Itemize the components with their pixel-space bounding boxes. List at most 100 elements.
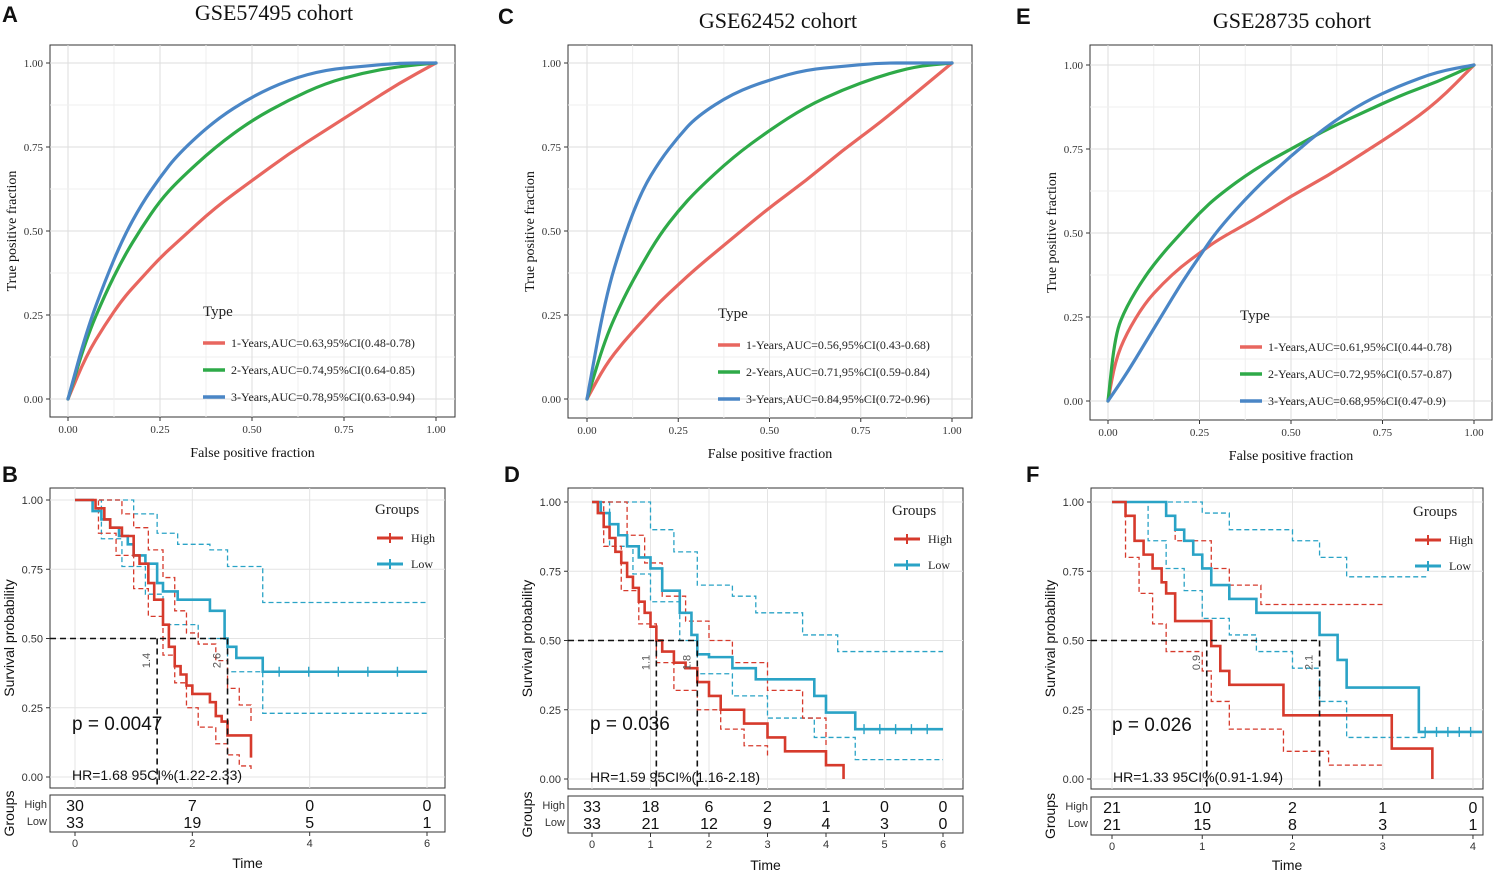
x-tick-label: 5	[881, 839, 887, 851]
risk-count-high: 0	[305, 798, 314, 815]
legend-label-series-2: 2-Years,AUC=0.74,95%CI(0.64-0.85)	[231, 363, 415, 377]
high-survival-curve	[75, 498, 253, 758]
legend-title: Groups	[892, 503, 936, 519]
x-tick-label: 6	[424, 838, 430, 850]
risk-count-low: 4	[822, 816, 831, 833]
risk-table-frame	[567, 795, 964, 834]
risk-count-high: 0	[1469, 800, 1478, 817]
legend-label-series-2: 2-Years,AUC=0.72,95%CI(0.57-0.87)	[1268, 367, 1452, 381]
x-tick-label: 2	[706, 839, 712, 851]
x-tick-label: 2	[1289, 841, 1295, 853]
km-panel-b: 0.00 0.25 0.50 0.75 1.00 Survival probability…	[1, 487, 446, 871]
y-tick-label: 0.00	[1063, 774, 1084, 786]
x-axis-title: Time	[1272, 857, 1303, 873]
x-tick-label: 0.50	[242, 424, 262, 436]
y-tick-label: 1.00	[1063, 497, 1084, 509]
high-survival-curve	[1112, 500, 1434, 779]
p-value-label: p = 0.036	[590, 714, 670, 735]
legend-label-series-1: 1-Years,AUC=0.56,95%CI(0.43-0.68)	[746, 338, 930, 352]
y-tick-label: 1.00	[24, 58, 44, 70]
x-axis-title: False positive fraction	[190, 446, 314, 461]
x-tick-label: 6	[940, 839, 946, 851]
y-axis-title: Survival probability	[519, 580, 535, 698]
risk-count-high: 6	[705, 799, 714, 816]
legend-label-high: High	[1449, 533, 1473, 547]
y-tick-label: 0.75	[22, 564, 43, 576]
panel-letter-e: E	[1016, 4, 1031, 29]
risk-count-low: 21	[642, 816, 660, 833]
roc-curve-series-2	[1106, 63, 1476, 403]
p-value-label: p = 0.026	[1112, 715, 1192, 736]
roc-panel-a: 0.00 0.00 0.25 0.25 0.50 0.50 0.75 0.75 1.00 1.00…	[5, 44, 456, 461]
median-high-label: 0.9	[1191, 655, 1203, 670]
km-panel-d: 0.00 0.25 0.50 0.75 1.00 Survival probability…	[519, 487, 964, 873]
x-tick-label: 1	[647, 839, 653, 851]
risk-count-high: 0	[939, 799, 948, 816]
median-low-label: 2.1	[1304, 655, 1316, 670]
risk-count-high: 2	[1288, 800, 1297, 817]
x-tick-label: 1	[1199, 841, 1205, 853]
roc-curve-series-2	[66, 61, 438, 401]
y-tick-label: 0.75	[1063, 566, 1084, 578]
y-axis-title: True positive fraction	[1045, 172, 1060, 293]
panel-letter-a: A	[2, 2, 18, 27]
risk-count-low: 3	[880, 816, 889, 833]
x-tick-label: 0	[1109, 841, 1115, 853]
low-ci-upper-line	[592, 501, 943, 653]
title-c: GSE62452 cohort	[699, 8, 857, 33]
risk-label-high: High	[24, 799, 47, 811]
y-axis-title: True positive fraction	[523, 171, 538, 292]
risk-count-high: 0	[880, 799, 889, 816]
legend-label-series-1: 1-Years,AUC=0.61,95%CI(0.44-0.78)	[1268, 340, 1452, 354]
legend-label-series-3: 3-Years,AUC=0.78,95%CI(0.63-0.94)	[231, 390, 415, 404]
y-tick-label: 0.75	[24, 142, 44, 154]
risk-count-high: 7	[188, 798, 197, 815]
risk-count-low: 21	[1103, 817, 1121, 834]
risk-count-low: 3	[1378, 817, 1387, 834]
y-tick-label: 0.50	[22, 634, 43, 646]
y-tick-label: 1.00	[22, 495, 43, 507]
y-tick-label: 0.75	[1064, 144, 1084, 156]
high-ci-lower-line	[75, 499, 252, 772]
high-ci-upper-line	[75, 499, 252, 722]
km-panel-f: 0.00 0.25 0.50 0.75 1.00 Survival probability…	[1042, 487, 1484, 873]
y-tick-label: 0.50	[24, 226, 44, 238]
y-tick-label: 0.00	[22, 772, 43, 784]
risk-count-low: 8	[1288, 817, 1297, 834]
high-ci-upper-line	[592, 501, 827, 746]
risk-count-low: 12	[700, 816, 718, 833]
roc-curve-series-1	[66, 61, 438, 401]
legend-label-high: High	[928, 532, 952, 546]
risk-table-y-title: Groups	[1042, 793, 1058, 839]
low-ci-upper-line	[1112, 501, 1428, 578]
risk-count-high: 18	[642, 799, 660, 816]
median-high-label: 1.1	[640, 655, 652, 670]
legend-title: Groups	[1413, 504, 1457, 520]
hazard-ratio-label: HR=1.68 95CI%(1.22-2.33)	[72, 767, 242, 783]
risk-label-high: High	[542, 800, 565, 812]
x-tick-label: 1.00	[942, 425, 962, 437]
risk-label-low: Low	[1068, 818, 1088, 830]
risk-count-high: 33	[583, 799, 601, 816]
y-tick-label: 0.25	[1063, 705, 1084, 717]
title-a: GSE57495 cohort	[195, 0, 353, 25]
x-axis-title: Time	[750, 857, 781, 873]
y-axis-title: Survival probability	[1, 579, 17, 697]
low-survival-curve	[592, 500, 943, 731]
risk-count-high: 30	[66, 798, 84, 815]
p-value-label: p = 0.0047	[72, 714, 162, 735]
legend-label-series-1: 1-Years,AUC=0.63,95%CI(0.48-0.78)	[231, 336, 415, 350]
roc-curve-series-3	[66, 61, 438, 401]
y-tick-label: 0.50	[540, 636, 561, 648]
y-tick-label: 0.25	[542, 310, 562, 322]
x-tick-label: 0	[72, 838, 78, 850]
y-tick-label: 0.00	[542, 394, 562, 406]
x-tick-label: 0.00	[58, 424, 78, 436]
x-tick-label: 0.50	[760, 425, 780, 437]
panel-letter-f: F	[1026, 462, 1039, 487]
y-tick-label: 0.25	[1064, 312, 1084, 324]
risk-label-high: High	[1065, 801, 1088, 813]
y-tick-label: 0.75	[540, 566, 561, 578]
y-tick-label: 0.50	[1064, 228, 1084, 240]
